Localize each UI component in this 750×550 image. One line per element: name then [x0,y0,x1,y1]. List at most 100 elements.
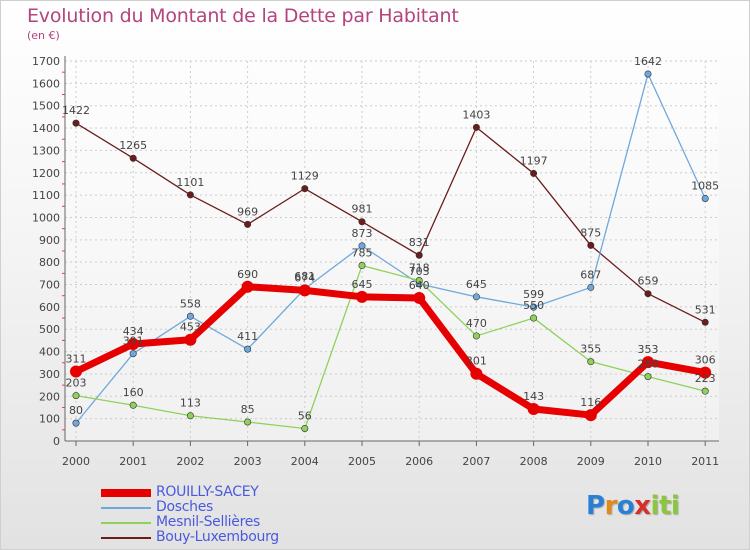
y-tick-label: 1000 [32,211,60,224]
data-point [701,194,709,202]
data-label: 531 [695,303,716,316]
data-label: 306 [695,354,716,367]
y-tick-label: 1400 [32,122,60,135]
data-point [472,293,480,301]
data-label: 411 [237,330,258,343]
data-point [186,191,194,199]
data-label: 301 [466,355,487,368]
x-tick-label: 2006 [405,455,433,468]
data-point [72,392,80,400]
data-label: 703 [409,265,430,278]
x-tick-label: 2011 [691,455,719,468]
y-tick-label: 600 [39,301,60,314]
data-point [472,123,480,131]
legend-swatch [101,537,151,539]
data-point [72,419,80,427]
y-tick-label: 1300 [32,144,60,157]
data-point [244,418,252,426]
data-label: 718 [409,262,430,275]
data-point [584,409,597,422]
y-tick-label: 1200 [32,167,60,180]
data-point [530,314,538,322]
chart-subtitle: (en €) [27,29,60,42]
data-label: 56 [298,409,312,422]
data-label: 645 [352,278,373,291]
data-point [72,119,80,127]
data-point [356,290,368,303]
series-line-dosches [75,73,706,424]
data-label: 470 [466,317,487,330]
data-point [184,333,197,346]
data-point [587,283,595,291]
logo-letter: P [586,491,605,521]
y-tick-label: 700 [39,279,60,292]
x-tick-label: 2002 [176,455,204,468]
data-point [70,365,82,378]
data-label: 1085 [691,179,719,192]
data-point [301,424,309,432]
logo-letter: i [650,491,660,521]
data-point [127,337,140,350]
data-label: 355 [580,343,601,356]
data-label: 640 [409,279,430,292]
data-label: 599 [523,288,544,301]
data-label: 550 [523,299,544,312]
data-label: 1197 [520,154,548,167]
data-point [129,401,137,409]
data-label: 353 [638,343,659,356]
data-label: 981 [352,203,373,216]
data-point [415,277,423,285]
data-point [701,387,709,395]
data-label: 875 [580,226,601,239]
y-tick-label: 1500 [32,100,60,113]
y-tick-label: 0 [53,435,60,448]
data-point [472,332,480,340]
data-label: 453 [180,321,201,334]
data-point [298,284,311,297]
x-tick-label: 2005 [348,455,376,468]
y-tick-label: 1600 [32,77,60,90]
data-point [587,358,595,366]
data-label: 687 [580,268,601,281]
data-point [358,262,366,270]
data-point [587,241,595,249]
data-label: 1101 [176,176,204,189]
data-label: 288 [638,358,659,371]
plot-area [65,61,719,441]
data-label: 831 [409,236,430,249]
data-point [530,169,538,177]
data-label: 223 [695,372,716,385]
data-label: 558 [180,297,201,310]
y-tick-label: 900 [39,234,60,247]
x-tick-label: 2001 [119,455,147,468]
x-tick-label: 2000 [62,455,90,468]
data-label: 645 [466,278,487,291]
data-point [527,403,540,416]
data-point [244,220,252,228]
x-tick-label: 2003 [234,455,262,468]
data-point [413,291,426,304]
data-point [415,251,423,259]
legend-label: Bouy-Luxembourg [156,529,279,545]
logo-letter: o [616,491,635,521]
series-line-rouilly-sacey [72,283,709,419]
data-label: 203 [66,377,87,390]
legend-label: ROUILLY-SACEY [156,484,259,500]
x-tick-label: 2004 [291,455,319,468]
data-label: 391 [123,335,144,348]
data-point [530,303,538,311]
data-label: 1403 [462,108,490,121]
chart-title: Evolution du Montant de la Dette par Hab… [27,5,459,27]
data-label: 311 [66,352,87,365]
legend-label: Dosches [156,499,214,515]
data-point [241,280,254,293]
data-point [129,154,137,162]
data-point [129,350,137,358]
logo-letter: r [604,491,618,521]
data-label: 969 [237,205,258,218]
legend-swatch [101,489,151,497]
y-tick-label: 300 [39,368,60,381]
data-label: 434 [123,325,144,338]
data-label: 80 [69,404,83,417]
